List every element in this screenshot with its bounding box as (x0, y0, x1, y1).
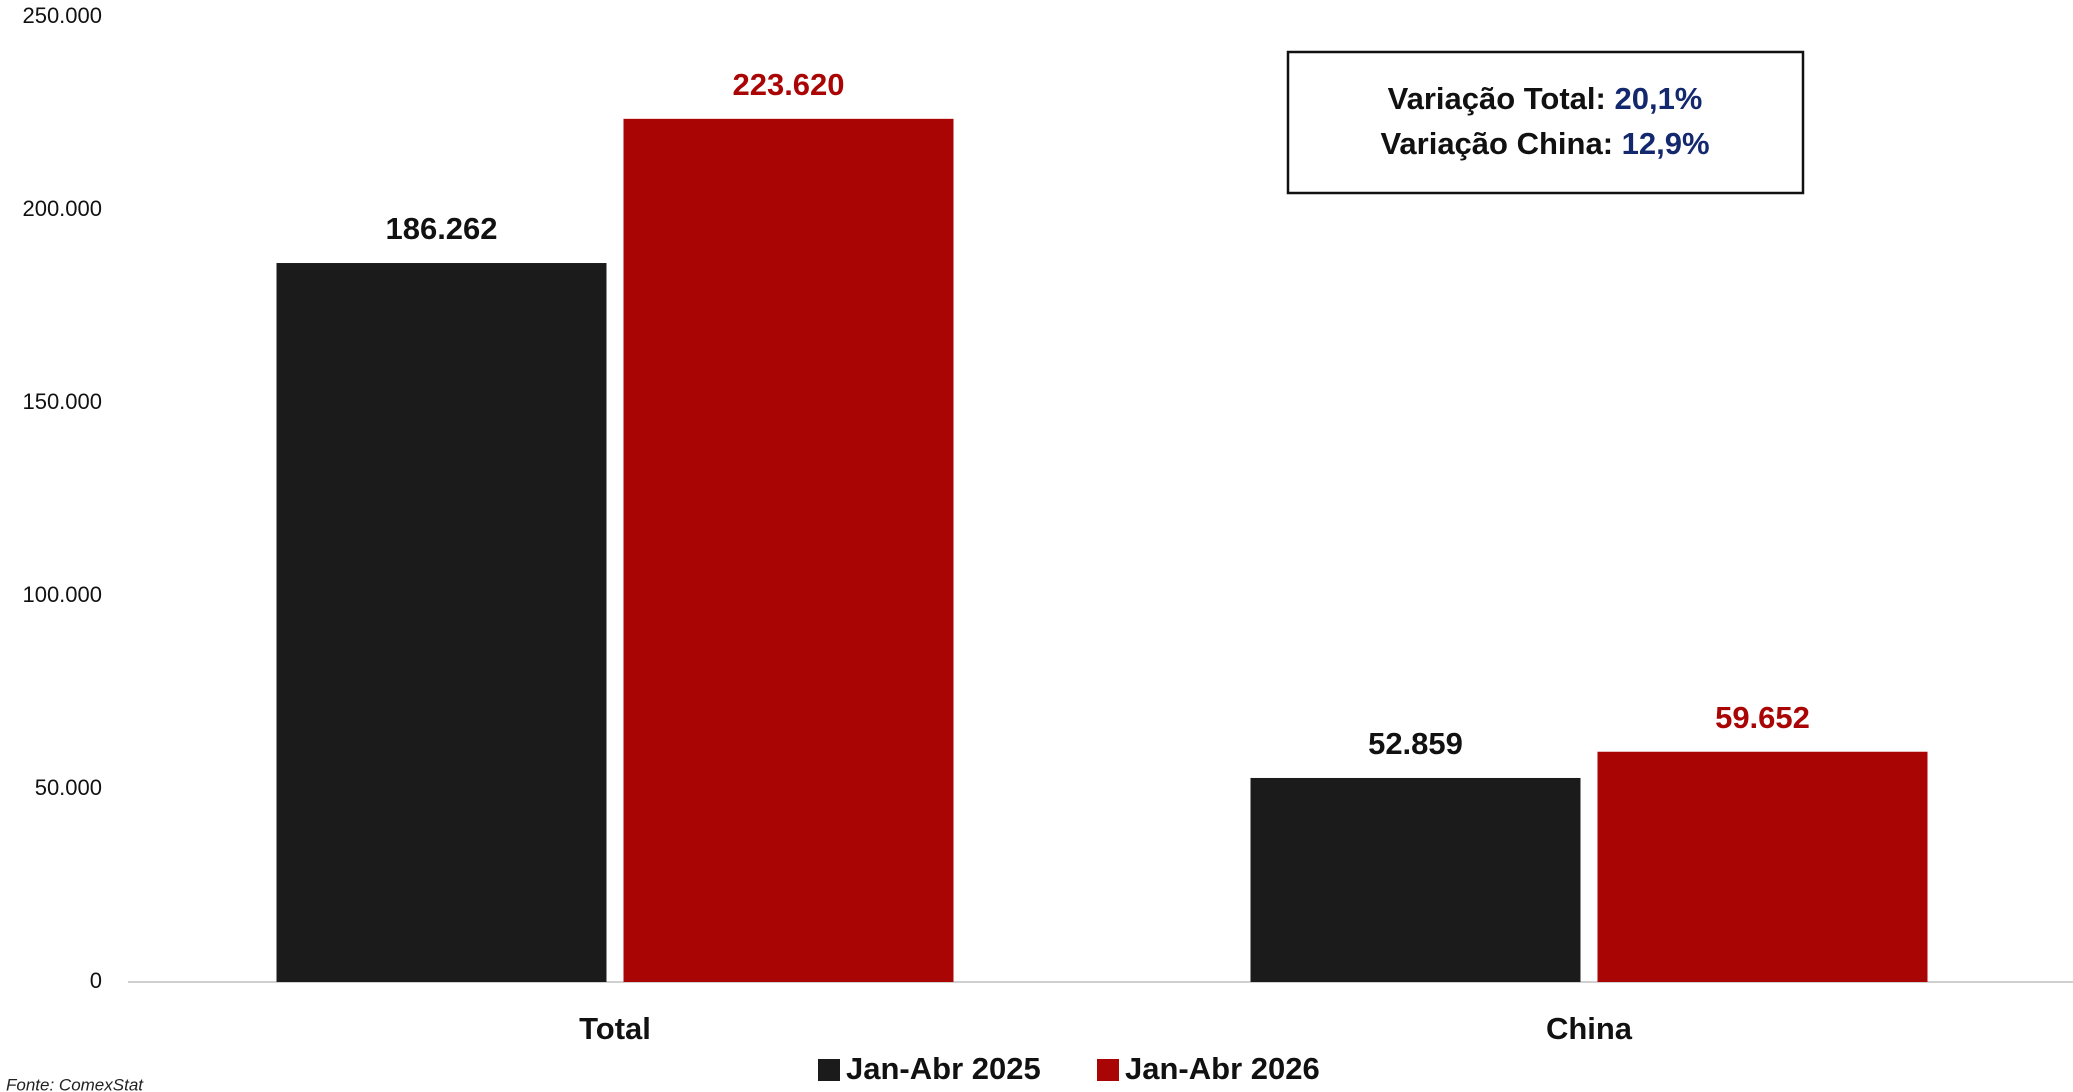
legend-swatch (1097, 1059, 1119, 1081)
data-label: 59.652 (1715, 700, 1810, 735)
data-label: 52.859 (1368, 726, 1463, 761)
y-tick-label: 250.000 (22, 3, 102, 28)
x-tick-label: Total (579, 1011, 651, 1046)
annotation-value: 12,9% (1622, 126, 1710, 161)
legend-swatch (818, 1059, 840, 1081)
annotation: Variação China: 12,9% (1380, 126, 1709, 161)
y-tick-label: 100.000 (22, 582, 102, 607)
y-tick-label: 200.000 (22, 196, 102, 221)
annotation: Variação Total: 20,1% (1388, 81, 1703, 116)
data-label: 223.620 (732, 67, 844, 102)
y-tick-label: 0 (90, 968, 102, 993)
y-tick-label: 150.000 (22, 389, 102, 414)
legend-label: Jan-Abr 2025 (846, 1051, 1041, 1086)
source: Fonte: ComexStat (6, 1075, 144, 1092)
bar (1597, 751, 1928, 982)
x-tick-label: China (1546, 1011, 1633, 1046)
annotation-label: Variação Total: (1388, 81, 1606, 116)
bar (623, 118, 954, 983)
annotation-label: Variação China: (1380, 126, 1613, 161)
bar (276, 263, 607, 982)
annotation-box (1286, 50, 1805, 195)
y-tick-label: 50.000 (35, 775, 102, 800)
legend-label: Jan-Abr 2026 (1125, 1051, 1320, 1086)
bar (1250, 777, 1581, 982)
data-label: 186.262 (385, 211, 497, 246)
annotation-value: 20,1% (1614, 81, 1702, 116)
